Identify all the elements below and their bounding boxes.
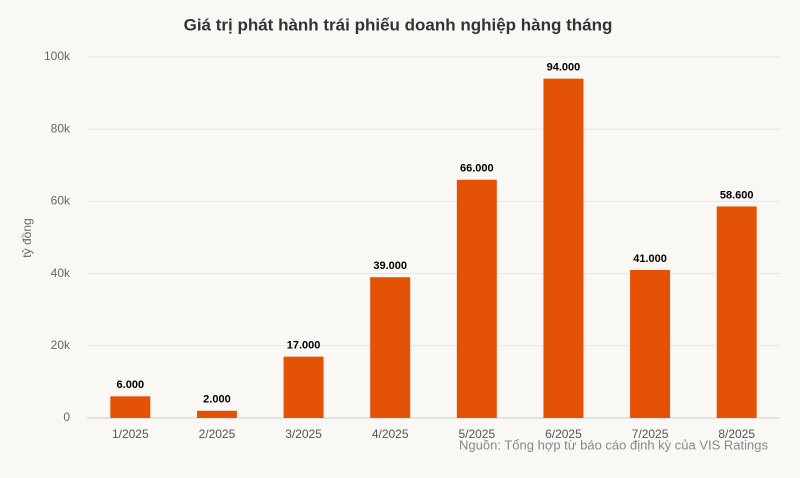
- y-tick-label: 40k: [51, 266, 71, 280]
- x-tick-label: 7/2025: [632, 427, 669, 441]
- value-label: 58.600: [720, 189, 754, 201]
- value-label: 41.000: [633, 253, 667, 265]
- source-note: Nguồn: Tổng hợp từ báo cáo định kỳ của V…: [459, 437, 768, 452]
- bar: [110, 396, 151, 418]
- value-label: 17.000: [287, 340, 321, 352]
- y-tick-label: 100k: [44, 49, 71, 63]
- value-label: 39.000: [373, 260, 407, 272]
- y-tick-label: 20k: [51, 338, 71, 352]
- y-tick-label: 60k: [51, 194, 71, 208]
- chart-title: Giá trị phát hành trái phiếu doanh nghiệ…: [184, 15, 613, 34]
- y-axis-label: tỷ đồng: [20, 218, 34, 257]
- bar: [456, 179, 497, 418]
- y-tick-label: 0: [63, 410, 70, 424]
- x-tick-label: 6/2025: [545, 427, 582, 441]
- y-tick-label: 80k: [51, 121, 71, 135]
- bar: [370, 277, 411, 418]
- x-tick-label: 1/2025: [112, 427, 149, 441]
- x-tick-label: 8/2025: [718, 427, 755, 441]
- x-tick-label: 5/2025: [458, 427, 495, 441]
- x-tick-label: 4/2025: [372, 427, 409, 441]
- bar: [196, 410, 237, 418]
- bar: [283, 356, 324, 418]
- bar: [543, 78, 584, 418]
- x-tick-label: 2/2025: [199, 427, 236, 441]
- value-label: 94.000: [547, 62, 581, 74]
- value-label: 66.000: [460, 163, 494, 175]
- bar: [630, 269, 671, 418]
- value-label: 6.000: [117, 379, 145, 391]
- value-label: 2.000: [203, 394, 231, 406]
- x-tick-label: 3/2025: [285, 427, 322, 441]
- bar: [716, 206, 757, 418]
